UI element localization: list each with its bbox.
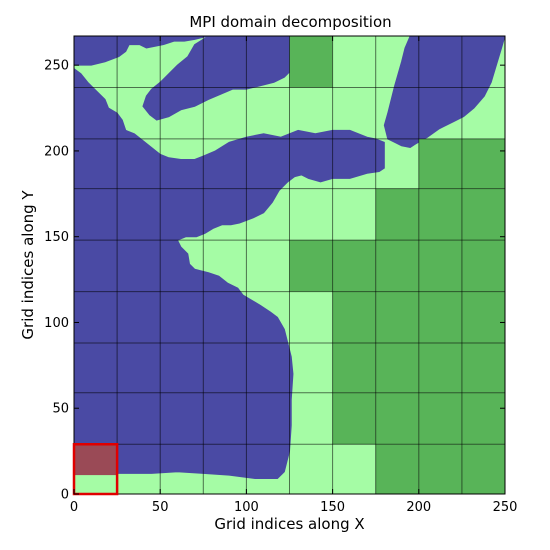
x-tick-label: 100 <box>234 500 259 515</box>
land-only-block <box>418 240 462 292</box>
x-axis-label: Grid indices along X <box>214 515 364 533</box>
highlight-box-rect <box>72 443 119 496</box>
land-only-block <box>461 291 505 344</box>
x-tick-label: 200 <box>406 500 431 515</box>
y-axis-ticks: 0 50 100 150 200 250 <box>44 59 505 503</box>
y-tick-label: 100 <box>44 316 69 331</box>
land-only-blocks <box>289 36 505 494</box>
plot-frame <box>73 35 506 495</box>
land-only-block <box>332 343 376 393</box>
y-axis-label: Grid indices along Y <box>19 190 37 340</box>
sea-region-3 <box>383 36 505 149</box>
land-only-block <box>375 188 419 241</box>
block-grid <box>74 36 505 494</box>
x-axis-ticks: 0 50 100 150 200 250 <box>70 36 518 515</box>
highlighted-block-sea <box>74 444 118 476</box>
land-only-block <box>418 343 462 393</box>
land-only-block <box>375 291 419 344</box>
land-only-block <box>461 343 505 393</box>
land-only-block <box>375 343 419 393</box>
land-only-block <box>332 392 376 445</box>
y-tick-label: 0 <box>61 488 69 503</box>
land-only-block <box>461 392 505 445</box>
sea-region-1 <box>74 36 209 66</box>
y-tick-label: 150 <box>44 230 69 245</box>
land-only-block <box>418 188 462 241</box>
land-only-block <box>332 240 376 292</box>
land-only-block <box>461 240 505 292</box>
land-only-block <box>461 138 505 189</box>
land-only-block <box>375 392 419 445</box>
x-tick-label: 0 <box>70 500 78 515</box>
land-only-block <box>289 36 333 88</box>
land-only-block <box>418 444 462 494</box>
land-only-block <box>418 291 462 344</box>
land-only-block <box>289 240 333 292</box>
x-tick-label: 250 <box>493 500 518 515</box>
x-tick-label: 150 <box>320 500 345 515</box>
y-tick-label: 50 <box>52 402 69 417</box>
land-only-block <box>375 444 419 494</box>
highlighted-block-outline <box>72 443 119 496</box>
plot-area <box>74 36 505 494</box>
land-only-block <box>418 392 462 445</box>
x-tick-label: 50 <box>152 500 169 515</box>
land-only-block <box>461 188 505 241</box>
chart-title: MPI domain decomposition <box>189 13 391 31</box>
land-only-block <box>418 138 462 189</box>
land-only-block <box>375 240 419 292</box>
highlighted-block-overlay <box>74 444 118 476</box>
y-tick-label: 250 <box>44 59 69 74</box>
sea-regions <box>74 36 505 494</box>
y-tick-label: 200 <box>44 144 69 159</box>
land-only-block <box>461 444 505 494</box>
land-only-block <box>332 291 376 344</box>
